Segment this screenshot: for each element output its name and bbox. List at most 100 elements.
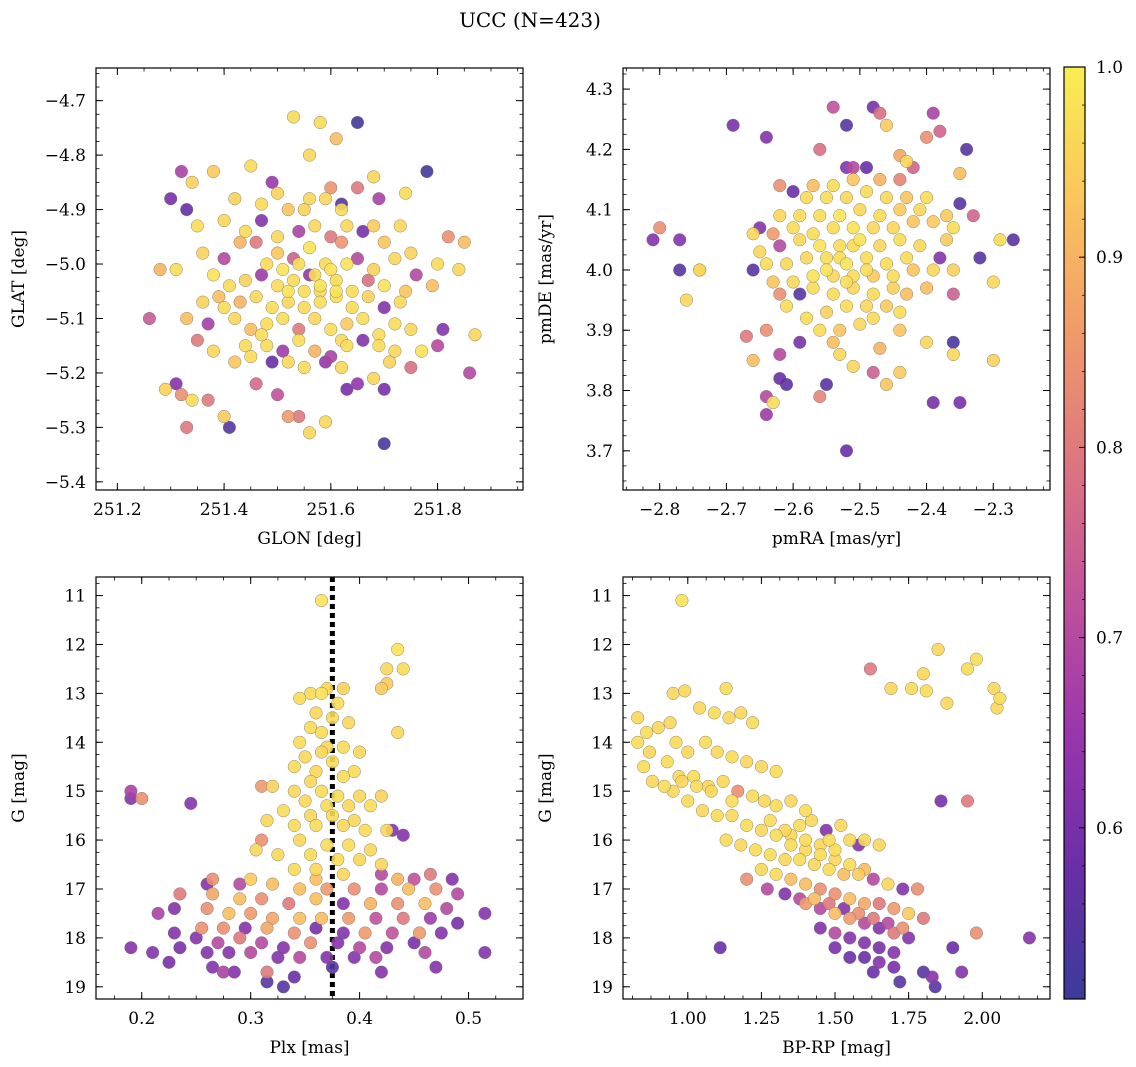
y-tick-label: 17 — [64, 880, 86, 900]
data-point — [840, 444, 854, 458]
data-point — [799, 877, 813, 891]
data-point — [993, 233, 1007, 247]
data-point — [759, 323, 773, 337]
data-point — [124, 784, 138, 798]
data-point — [200, 946, 214, 960]
data-point — [353, 745, 367, 759]
data-point — [238, 224, 252, 238]
data-point — [760, 882, 774, 896]
data-point — [753, 245, 767, 259]
data-point — [287, 818, 301, 832]
data-point — [669, 735, 683, 749]
data-point — [887, 960, 901, 974]
data-point — [309, 862, 323, 876]
data-point — [374, 858, 388, 872]
data-point — [451, 887, 465, 901]
data-point — [769, 799, 783, 813]
data-point — [657, 779, 671, 793]
data-point — [282, 897, 296, 911]
data-point — [773, 372, 787, 386]
data-point — [254, 328, 268, 342]
data-point — [880, 191, 894, 205]
data-point — [309, 892, 323, 906]
data-point — [866, 911, 880, 925]
data-point — [292, 224, 306, 238]
data-point — [675, 594, 689, 608]
data-point — [374, 682, 388, 696]
data-point — [468, 328, 482, 342]
data-point — [873, 106, 887, 120]
data-point — [358, 926, 372, 940]
data-point — [399, 284, 413, 298]
data-point — [766, 227, 780, 241]
data-point — [693, 701, 707, 715]
data-point — [940, 209, 954, 223]
data-point — [206, 344, 220, 358]
data-point — [434, 926, 448, 940]
data-point — [331, 853, 345, 867]
y-tick-label: 12 — [591, 635, 613, 655]
data-point — [966, 209, 980, 223]
y-axis-label: pmDE [mas/yr] — [536, 214, 556, 344]
data-point — [961, 662, 975, 676]
data-point — [780, 299, 794, 313]
data-point — [162, 955, 176, 969]
data-point — [873, 172, 887, 186]
data-point — [866, 287, 880, 301]
data-point — [900, 251, 914, 265]
data-point — [249, 377, 263, 391]
data-point — [423, 867, 437, 881]
data-point — [886, 221, 900, 235]
x-tick-label: 0.4 — [346, 1009, 373, 1029]
data-point — [361, 290, 375, 304]
data-point — [693, 263, 707, 277]
data-point — [356, 333, 370, 347]
y-axis-label: G [mag] — [9, 753, 29, 822]
data-point — [222, 906, 236, 920]
y-tick-label: −5.3 — [45, 418, 86, 438]
data-point — [190, 333, 204, 347]
data-point — [297, 284, 311, 298]
data-point — [200, 902, 214, 916]
data-point — [886, 281, 900, 295]
data-point — [319, 192, 333, 206]
data-point — [308, 312, 322, 326]
data-point — [222, 420, 236, 434]
data-point — [260, 965, 274, 979]
data-point — [271, 230, 285, 244]
data-point — [233, 931, 247, 945]
data-point — [893, 233, 907, 247]
data-point — [822, 897, 836, 911]
data-point — [281, 355, 295, 369]
data-point — [881, 916, 895, 930]
data-point — [233, 235, 247, 249]
data-point — [303, 148, 317, 162]
data-point — [201, 393, 215, 407]
x-tick-label: 1.75 — [890, 1009, 928, 1029]
data-point — [196, 246, 210, 260]
data-point — [969, 652, 983, 666]
x-tick-label: 251.4 — [200, 500, 249, 520]
data-point — [833, 239, 847, 253]
data-point — [643, 745, 657, 759]
data-point — [926, 106, 940, 120]
points — [142, 110, 482, 451]
data-point — [255, 892, 269, 906]
data-point — [678, 684, 692, 698]
data-point — [961, 794, 975, 808]
data-point — [953, 166, 967, 180]
data-point — [902, 931, 916, 945]
data-point — [853, 317, 867, 331]
data-point — [920, 281, 934, 295]
data-point — [759, 257, 773, 271]
x-tick-label: 0.2 — [128, 1009, 155, 1029]
data-point — [309, 921, 323, 935]
y-tick-label: 4.2 — [586, 140, 613, 160]
data-point — [293, 833, 307, 847]
data-point — [769, 867, 783, 881]
data-point — [228, 192, 242, 206]
data-point — [377, 382, 391, 396]
data-point — [858, 897, 872, 911]
data-point — [858, 833, 872, 847]
data-point — [391, 642, 405, 656]
